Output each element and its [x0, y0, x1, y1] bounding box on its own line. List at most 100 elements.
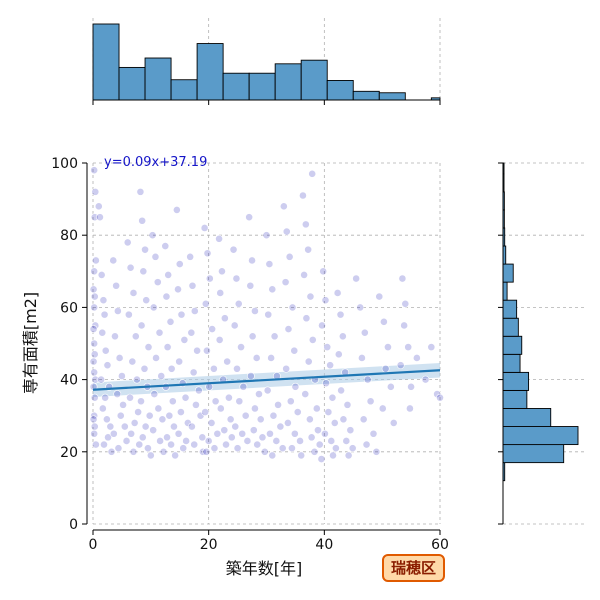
scatter-point [258, 433, 267, 442]
scatter-point [304, 357, 313, 366]
scatter-point [91, 187, 100, 196]
scatter-point [302, 314, 311, 323]
top-hist-bar [300, 59, 328, 101]
scatter-point [109, 256, 118, 265]
scatter-point [107, 447, 116, 456]
scatter-point [267, 354, 276, 362]
scatter-point [256, 415, 265, 424]
scatter-point [293, 408, 302, 416]
scatter-point [278, 444, 287, 453]
scatter-point [243, 437, 252, 445]
scatter-point [264, 310, 273, 319]
scatter-point [343, 400, 352, 409]
scatter-point [194, 386, 203, 395]
scatter-point [204, 437, 213, 445]
scatter-point [175, 357, 184, 366]
scatter-point [187, 422, 196, 431]
scatter-point [150, 390, 159, 398]
scatter-point [306, 292, 315, 301]
scatter-point [232, 274, 241, 283]
scatter-point [90, 303, 99, 312]
scatter-point [137, 321, 146, 330]
scatter-point [140, 364, 149, 373]
marginal-y-histogram [498, 162, 586, 525]
scatter-point [358, 354, 366, 362]
y-tick-label: 60 [60, 300, 78, 316]
scatter-point [144, 444, 152, 453]
scatter-points-layer [89, 166, 444, 463]
scatter-point [174, 429, 183, 438]
scatter-point [239, 382, 248, 391]
scatter-point [317, 455, 326, 463]
scatter-point [205, 274, 214, 283]
scatter-point [208, 325, 217, 333]
scatter-point [186, 252, 195, 261]
scatter-point [252, 354, 261, 362]
top-hist-bar [170, 79, 198, 101]
scatter-point [359, 415, 368, 424]
scatter-point [135, 440, 144, 449]
scatter-point [166, 317, 175, 326]
scatter-point [291, 382, 300, 391]
scatter-point [201, 408, 210, 416]
scatter-point [89, 415, 98, 424]
scatter-point [202, 447, 211, 456]
scatter-point [407, 382, 415, 391]
scatter-point [189, 368, 198, 377]
scatter-point [156, 437, 164, 445]
scatter-point [94, 202, 103, 211]
scatter-point [131, 332, 140, 341]
right-hist-bar [502, 317, 519, 337]
scatter-point [138, 433, 147, 442]
scatter-point [260, 447, 269, 456]
scatter-point [281, 278, 290, 287]
scatter-point [167, 440, 175, 449]
scatter-point [288, 303, 297, 312]
scatter-point [162, 292, 171, 301]
scatter-point [384, 343, 392, 352]
scatter-point [427, 343, 436, 352]
scatter-point [157, 372, 166, 380]
scatter-point [262, 231, 271, 240]
scatter-point [104, 433, 112, 442]
x-axis-title: 築年数[年] [226, 559, 303, 578]
scatter-point [96, 213, 104, 222]
scatter-point [304, 245, 313, 254]
scatter-point [158, 415, 167, 424]
scatter-point [398, 274, 407, 283]
y-tick-label: 20 [60, 445, 78, 461]
scatter-point [90, 422, 99, 431]
scatter-point [101, 393, 110, 402]
scatter-point [300, 271, 308, 279]
right-hist-bar [502, 299, 518, 319]
scatter-point [193, 346, 201, 355]
scatter-point [165, 411, 174, 420]
scatter-point [235, 397, 244, 406]
scatter-point [179, 444, 188, 453]
scatter-point [127, 429, 136, 438]
scatter-point [177, 408, 185, 416]
scatter-point [329, 451, 337, 460]
scatter-point [372, 447, 381, 456]
scatter-point [151, 252, 160, 261]
scatter-point [129, 289, 138, 297]
scatter-point [163, 433, 171, 442]
scatter-point [301, 390, 310, 398]
scatter-point [286, 397, 295, 406]
scatter-point [216, 404, 225, 413]
scatter-point [91, 256, 100, 265]
scatter-point [233, 364, 241, 373]
scatter-point [97, 375, 105, 384]
scatter-point [312, 404, 321, 413]
scatter-point [251, 307, 259, 315]
scatter-point [123, 238, 132, 247]
scatter-point [102, 415, 111, 424]
right-hist-bar [502, 263, 514, 283]
scatter-point [137, 397, 145, 406]
scatter-point [90, 166, 99, 175]
right-hist-bar [502, 408, 552, 427]
scatter-point [148, 231, 157, 240]
scatter-point [328, 393, 337, 402]
scatter-point [89, 285, 98, 294]
scatter-point [145, 411, 154, 420]
